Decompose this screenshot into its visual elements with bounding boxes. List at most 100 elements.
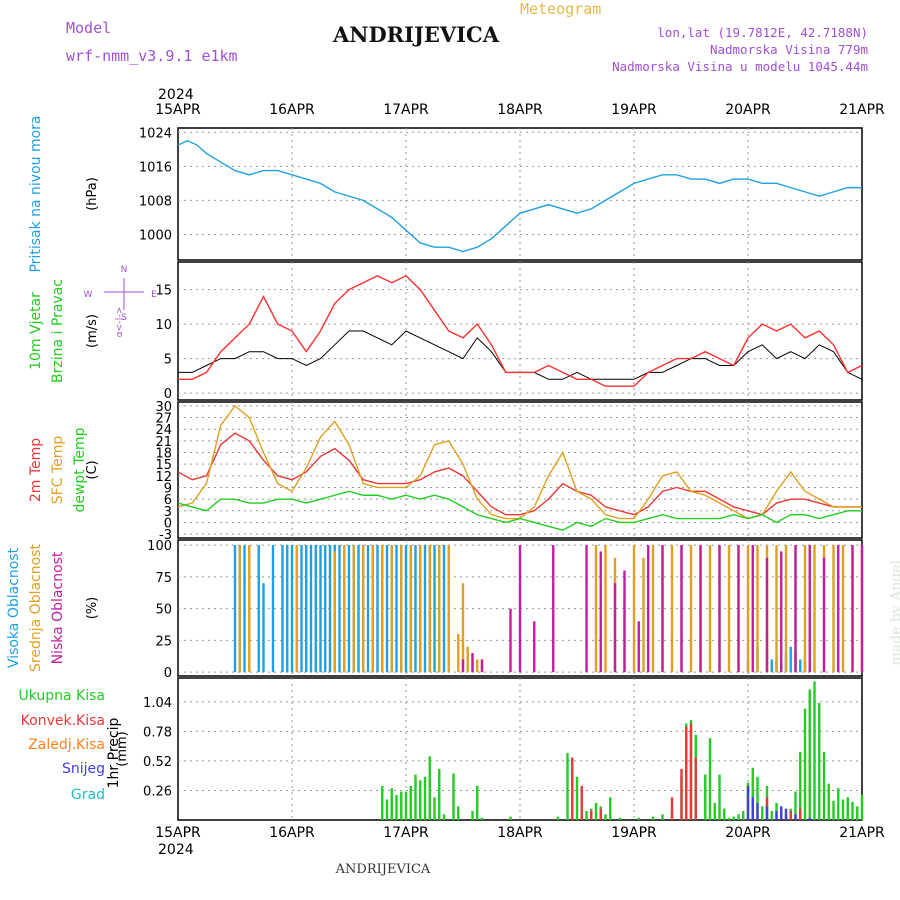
y-tick-label: 3 [164,505,172,520]
bar-ukupna-kisa [385,799,389,820]
x-tick-label-bottom: 18APR [497,825,543,841]
bar-ukupna-kisa [727,817,731,820]
bar-ukupna-kisa [841,799,845,820]
bar-ukupna-kisa [404,791,408,820]
y-tick-label: 1016 [139,160,172,175]
bar-visoka-oblacnost [789,646,792,673]
bar-konvek.kisa [799,808,802,820]
bar-niska-oblacnost [822,557,826,673]
bar-ukupna-kisa [428,756,431,820]
bar-ukupna-kisa [661,814,664,820]
bar-srednja-oblacnost [708,545,712,673]
y-tick-label: 25 [155,634,172,649]
bar-ukupna-kisa [438,768,441,820]
bar-ukupna-kisa [742,810,745,820]
legend-precip-3: Snijeg [62,761,105,777]
y-label-low-cloud: Niska Oblacnost [50,551,66,664]
bar-ukupna-kisa [794,791,797,820]
series-line-wind_gust [178,274,863,387]
x-tick-label-top: 21APR [839,102,885,118]
bar-ukupna-kisa [585,810,588,820]
bar-niska-oblacnost [851,545,854,673]
bar-ukupna-kisa [813,681,816,820]
bar-srednja-oblacnost [343,545,346,673]
bar-visoka-oblacnost [770,659,773,673]
bar-visoka-oblacnost [347,545,351,673]
footer-location: ANDRIJEVICA [335,862,431,877]
bar-srednja-oblacnost [295,545,298,673]
bar-srednja-oblacnost [461,583,465,673]
bar-visoka-oblacnost [376,545,379,673]
bar-niska-oblacnost [780,551,783,673]
bar-ukupna-kisa [409,785,412,820]
series-line-2m-temp [177,432,862,516]
panel-frame [177,261,863,401]
bar-visoka-oblacnost [243,545,246,673]
bar-srednja-oblacnost [419,545,422,673]
bar-visoka-oblacnost [385,545,389,673]
bar-ukupna-kisa [423,776,427,820]
bar-srednja-oblacnost [390,545,393,673]
model-elevation: Nadmorska Visina u modelu 1045.44m [612,59,868,74]
bar-ukupna-kisa [480,817,484,820]
y-tick-label: 1008 [139,194,172,209]
y-label-wind: 10m Vjetar [28,292,44,370]
bar-visoka-oblacnost [314,545,317,673]
y-tick-label: 50 [155,603,172,618]
bar-niska-oblacnost [613,583,617,673]
compass-n: N [121,265,128,275]
bar-ukupna-kisa [723,808,726,820]
bar-ukupna-kisa [618,817,621,820]
bar-srednja-oblacnost [756,545,759,673]
bar-konvek.kisa [694,757,697,820]
bar-srednja-oblacnost [642,557,645,673]
bar-srednja-oblacnost [428,545,431,673]
bar-ukupna-kisa [594,802,598,820]
location-lonlat: lon,lat (19.7812E, 42.7188N) [657,25,868,40]
bar-srednja-oblacnost [813,545,816,673]
bar-ukupna-kisa [442,814,446,820]
legend-precip-4: Grad [71,787,105,803]
y-tick-label: 12 [155,470,172,485]
y-tick-label: 18 [155,447,172,462]
y-tick-label: 0.78 [143,725,172,740]
bar-ukupna-kisa [419,780,422,820]
bar-snijeg [784,808,788,820]
compass-alpha: α<-|-> [115,307,125,338]
bar-srednja-oblacnost [352,545,355,673]
bar-visoka-oblacnost [395,545,398,673]
bar-konvek.kisa [599,808,602,820]
bar-snijeg [756,802,759,820]
bar-ukupna-kisa [509,816,512,820]
bar-srednja-oblacnost [466,646,469,673]
bar-ukupna-kisa [803,708,807,820]
bar-niska-oblacnost [647,545,650,673]
bar-srednja-oblacnost [632,545,636,673]
bar-srednja-oblacnost [438,545,441,673]
bar-niska-oblacnost [718,545,721,673]
series-line-dewpt-temp [177,490,862,531]
model-name: wrf-nmm_v3.9.1 e1km [66,47,238,65]
y-unit-label: (%) [85,597,100,620]
y-tick-label: 1.04 [143,696,172,711]
bar-visoka-oblacnost [300,545,303,673]
bar-visoka-oblacnost [366,545,370,673]
bar-ukupna-kisa [799,751,802,820]
bar-ukupna-kisa [808,689,811,820]
bar-srednja-oblacnost [476,659,479,673]
compass-s: S [121,313,127,323]
bar-srednja-oblacnost [604,545,607,673]
bar-ukupna-kisa [713,802,716,820]
y-tick-label: 9 [164,481,172,496]
y-label-t2m: 2m Temp [28,438,44,502]
y-label-high-cloud: Visoka Oblacnost [6,547,22,668]
bar-srednja-oblacnost [238,545,241,673]
bar-srednja-oblacnost [371,545,374,673]
bar-visoka-oblacnost [281,545,284,673]
x-tick-label-bottom: 15APR [155,825,201,841]
bar-ukupna-kisa [756,776,759,820]
bar-niska-oblacnost [680,545,683,673]
y-tick-label: -3 [159,528,172,543]
